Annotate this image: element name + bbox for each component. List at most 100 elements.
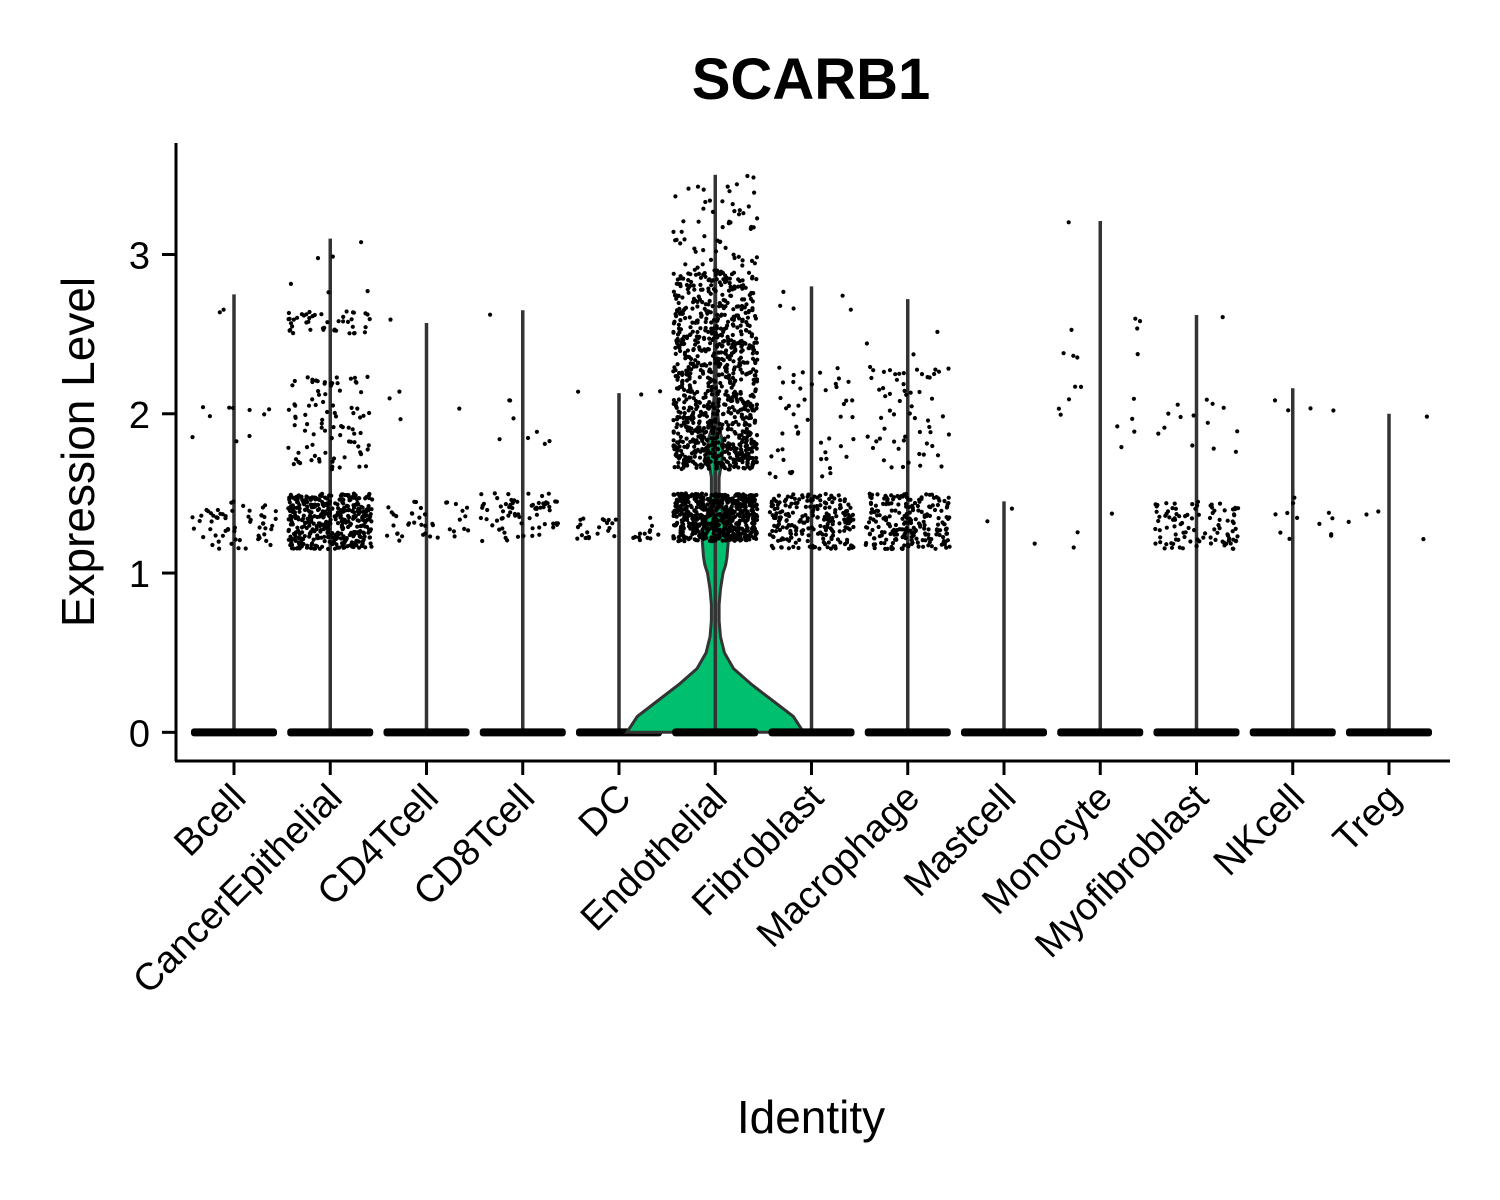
data-point-endothelial [677, 415, 682, 420]
data-point-macrophage [893, 522, 899, 528]
data-point-endothelial [676, 464, 681, 469]
data-point-cancerepithelial [353, 379, 358, 384]
data-point-cancerepithelial [359, 240, 364, 245]
data-point-endothelial [705, 388, 711, 394]
data-point-cancerepithelial [341, 314, 346, 319]
data-point-endothelial [701, 248, 706, 253]
data-point-dc [605, 520, 610, 526]
data-point-cancerepithelial [328, 521, 333, 526]
data-point-myofibroblast [1169, 545, 1175, 550]
data-point-endothelial [730, 405, 735, 410]
data-point-endothelial [693, 338, 698, 343]
data-point-cancerepithelial [333, 414, 339, 419]
data-point-fibroblast [778, 303, 783, 308]
data-point-endothelial [693, 272, 699, 277]
data-point-cancerepithelial [355, 406, 360, 411]
data-point-cancerepithelial [292, 402, 297, 407]
data-point-cd8tcell [537, 532, 542, 537]
data-point-cancerepithelial [368, 528, 373, 534]
data-point-cancerepithelial [325, 526, 330, 531]
data-point-endothelial [735, 498, 740, 503]
data-point-cancerepithelial [325, 501, 330, 506]
data-point-cd8tcell [533, 506, 538, 511]
data-point-bcell [261, 521, 266, 526]
data-point-endothelial [701, 507, 706, 512]
data-point-cancerepithelial [305, 422, 310, 427]
data-point-cancerepithelial [317, 459, 322, 464]
data-point-myofibroblast [1230, 529, 1235, 534]
data-point-endothelial [754, 446, 759, 451]
data-point-fibroblast [777, 365, 782, 370]
data-point-fibroblast [842, 497, 848, 502]
data-point-fibroblast [789, 495, 794, 500]
data-point-cancerepithelial [325, 320, 330, 325]
data-point-macrophage [877, 387, 882, 392]
data-point-endothelial [723, 533, 729, 538]
data-point-macrophage [887, 408, 893, 413]
data-point-cancerepithelial [326, 535, 331, 540]
data-point-cancerepithelial [316, 392, 322, 397]
data-point-cd4tcell [447, 527, 452, 532]
data-point-fibroblast [818, 503, 823, 508]
data-point-endothelial [748, 455, 753, 460]
data-point-macrophage [868, 364, 873, 370]
data-point-bcell [246, 514, 251, 519]
data-point-macrophage [883, 515, 888, 520]
data-point-cancerepithelial [332, 410, 337, 416]
data-point-endothelial [714, 506, 720, 511]
data-point-cancerepithelial [347, 331, 352, 336]
data-point-endothelial [723, 245, 728, 250]
data-point-endothelial [713, 379, 718, 384]
data-point-fibroblast [787, 538, 792, 543]
data-point-fibroblast [791, 544, 796, 550]
data-point-endothelial [740, 278, 745, 283]
data-point-endothelial [697, 425, 702, 430]
data-point-endothelial [692, 391, 697, 396]
data-point-cancerepithelial [357, 508, 362, 513]
data-point-cd4tcell [400, 534, 405, 539]
data-point-fibroblast [803, 504, 809, 509]
data-point-bcell [220, 533, 225, 538]
data-point-fibroblast [787, 514, 792, 519]
data-point-cancerepithelial [330, 459, 335, 464]
data-point-endothelial [701, 426, 707, 431]
axes [162, 143, 1450, 775]
data-point-cancerepithelial [317, 535, 322, 540]
data-point-myofibroblast [1204, 397, 1209, 402]
data-point-cancerepithelial [321, 327, 326, 332]
data-point-cancerepithelial [345, 319, 351, 324]
data-point-endothelial [739, 377, 744, 382]
data-point-endothelial [734, 528, 739, 533]
data-point-fibroblast [815, 515, 820, 520]
data-point-macrophage [868, 516, 873, 521]
data-point-endothelial [747, 537, 752, 542]
data-point-endothelial [678, 241, 683, 246]
data-point-endothelial [686, 186, 691, 191]
data-point-fibroblast [767, 471, 772, 476]
data-point-fibroblast [836, 493, 841, 498]
data-point-endothelial [733, 419, 739, 424]
data-point-endothelial [729, 396, 734, 401]
data-point-cancerepithelial [366, 492, 371, 498]
data-point-endothelial [725, 355, 730, 360]
data-point-endothelial [745, 464, 750, 469]
data-point-cancerepithelial [286, 528, 291, 534]
data-point-cancerepithelial [294, 494, 299, 499]
data-point-cd8tcell [499, 516, 504, 521]
data-point-endothelial [730, 202, 735, 207]
data-point-fibroblast [797, 519, 802, 524]
data-point-macrophage [903, 520, 908, 525]
data-point-myofibroblast [1215, 530, 1220, 535]
data-point-cancerepithelial [363, 311, 368, 316]
data-point-cancerepithelial [309, 515, 314, 520]
data-point-endothelial [715, 392, 720, 397]
data-point-macrophage [887, 391, 893, 396]
data-point-cd8tcell [503, 502, 508, 507]
data-point-macrophage [885, 546, 890, 551]
data-point-endothelial [688, 388, 693, 393]
data-point-macrophage [874, 439, 879, 444]
data-point-endothelial [712, 538, 717, 543]
data-point-macrophage [939, 464, 944, 469]
data-point-endothelial [746, 204, 751, 209]
data-point-endothelial [744, 518, 749, 523]
